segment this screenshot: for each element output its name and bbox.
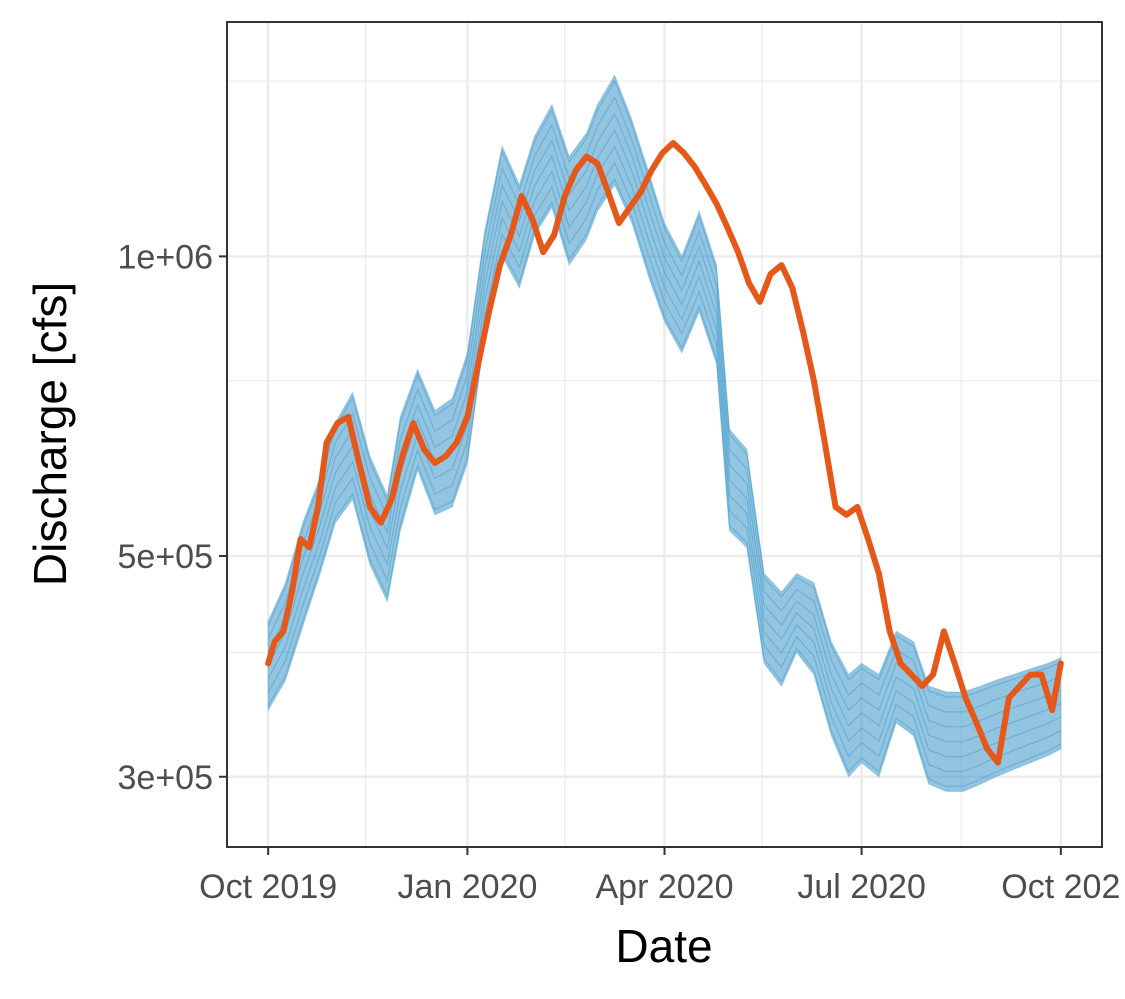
ensemble-band xyxy=(267,74,1062,792)
y-tick-label: 1e+06 xyxy=(118,238,214,276)
x-axis-ticks: Oct 2019 Jan 2020 Apr 2020 Jul 2020 Oct 202 xyxy=(199,847,1120,906)
ensemble-member-line xyxy=(267,95,1062,713)
y-tick-label: 3e+05 xyxy=(118,759,214,797)
y-tick-label: 5e+05 xyxy=(118,538,214,576)
x-tick-label: Jul 2020 xyxy=(797,868,926,906)
ensemble-member-line xyxy=(267,79,1062,698)
x-tick-label: Oct 2019 xyxy=(199,868,337,906)
x-tick-label: Apr 2020 xyxy=(596,868,734,906)
data-layer xyxy=(265,74,1064,792)
x-tick-label: Jan 2020 xyxy=(397,868,537,906)
ensemble-member-line xyxy=(267,145,1062,758)
y-axis-title: Discharge [cfs] xyxy=(24,282,76,586)
ensemble-member-line xyxy=(267,161,1062,773)
y-axis-ticks: 3e+05 5e+05 1e+06 xyxy=(118,238,227,797)
x-axis-title: Date xyxy=(615,920,712,972)
median-series-line xyxy=(265,140,1064,766)
x-tick-label: Oct 202 xyxy=(1001,868,1120,906)
ensemble-member-line xyxy=(267,178,1062,787)
